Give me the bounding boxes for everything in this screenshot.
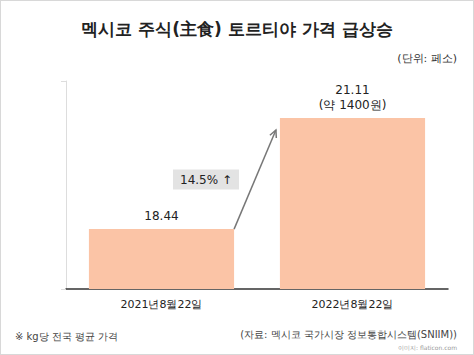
svg-text:2022년8월22일: 2022년8월22일 [312,298,394,311]
svg-text:(자료: 멕시코 국가시장 정보통합시스템(SNIIM)): (자료: 멕시코 국가시장 정보통합시스템(SNIIM)) [240,329,457,340]
svg-text:2021년8월22일: 2021년8월22일 [121,298,203,311]
svg-text:이미지: flaticon.com: 이미지: flaticon.com [398,344,457,351]
svg-text:(약 1400원): (약 1400원) [319,98,387,112]
svg-text:(단위: 페소): (단위: 페소) [397,52,457,65]
svg-text:멕시코 주식(主食) 토르티야 가격 급상승: 멕시코 주식(主食) 토르티야 가격 급상승 [81,19,392,39]
svg-text:※ kg당 전국 평균 가격: ※ kg당 전국 평균 가격 [15,331,118,342]
svg-text:21.11: 21.11 [335,83,369,97]
svg-text:18.44: 18.44 [144,209,178,223]
svg-text:14.5% ↑: 14.5% ↑ [180,173,232,187]
